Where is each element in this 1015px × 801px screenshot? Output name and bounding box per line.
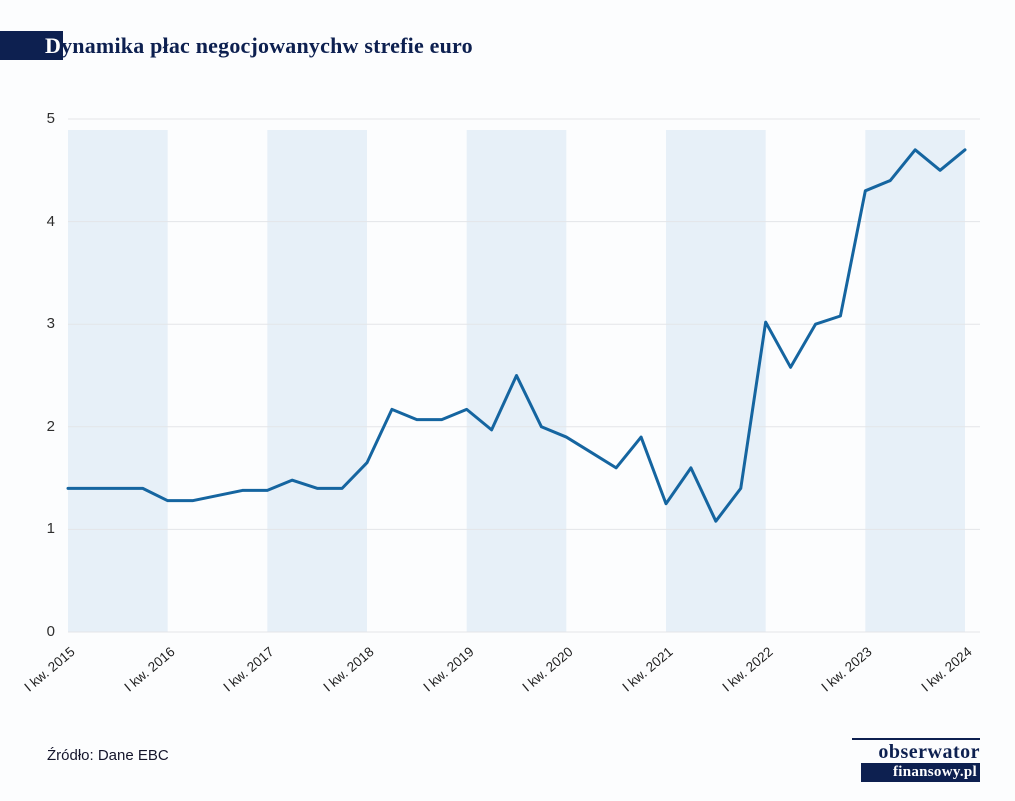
chart-title: Dynamika płac negocjowanychw strefie eur… [45, 31, 473, 60]
chart-title-dropcap: D [45, 33, 62, 58]
year-shading-band [68, 130, 168, 632]
year-shading-band [267, 130, 367, 632]
year-shading-band [865, 130, 965, 632]
title-accent-block [0, 31, 63, 60]
y-axis-tick-label: 3 [46, 315, 55, 333]
y-axis-tick-label: 4 [46, 212, 55, 230]
year-shading-band [466, 130, 567, 632]
y-axis-tick-label: 1 [46, 520, 55, 538]
year-shading-band [666, 130, 766, 632]
y-axis-tick-label: 0 [46, 623, 55, 640]
source-note: Źródło: Dane EBC [47, 747, 169, 764]
y-axis-tick-label: 5 [46, 110, 55, 127]
y-axis-tick-label: 2 [46, 417, 55, 435]
logo-obserwator-text: obserwator [878, 741, 980, 763]
chart-title-text: ynamika płac negocjowanychw strefie euro [61, 33, 473, 58]
logo-finansowy-label: finansowy.pl [892, 764, 977, 780]
logo-rule [852, 738, 980, 740]
negotiated-wages-series-line [66, 148, 967, 523]
logo-finansowy-box: finansowy.pl [861, 763, 980, 782]
